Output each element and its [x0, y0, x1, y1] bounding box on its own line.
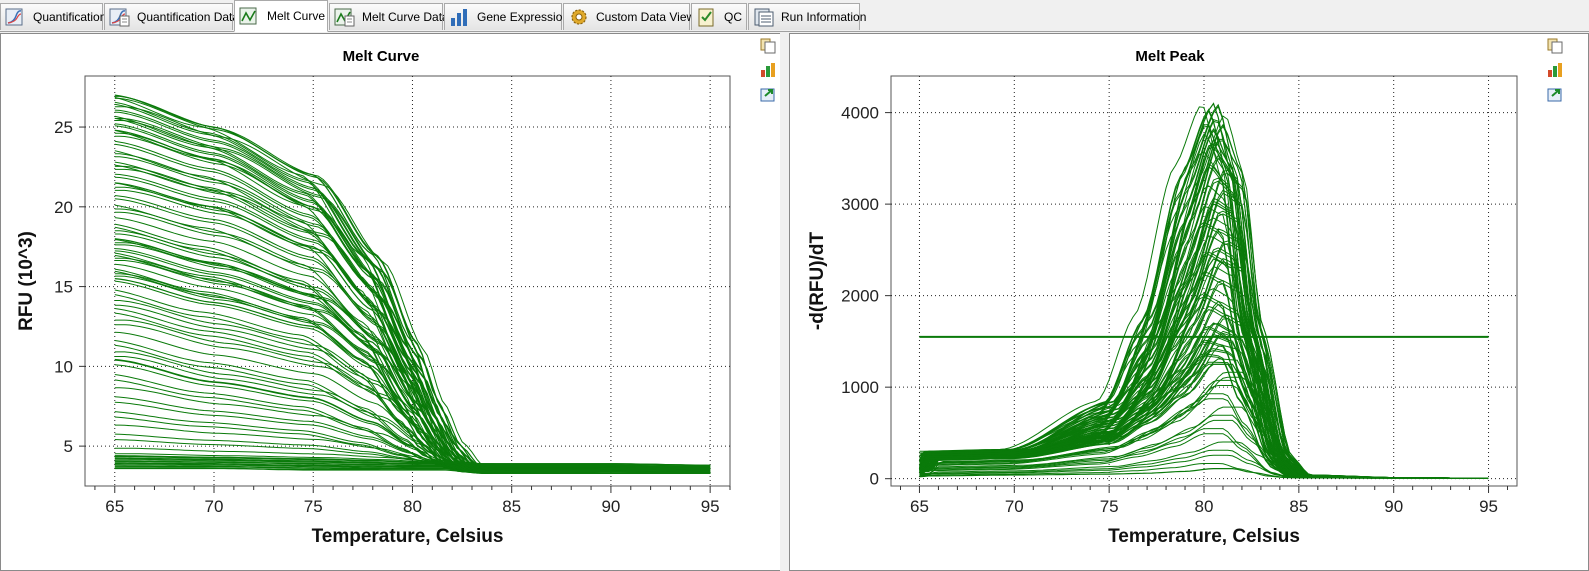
tab-run-information[interactable]: Run Information [748, 3, 866, 30]
melt-peak-chart[interactable]: 65 70 75 80 85 90 95 0 1000 2000 3000 4000 Temperatu… [790, 34, 1588, 570]
y-tick-label: 5 [64, 437, 73, 456]
x-tick-label: 75 [304, 497, 323, 516]
y-tick-label: 20 [54, 198, 73, 217]
chart-options-icon[interactable] [760, 62, 776, 78]
melt-peak-panel: Melt Peak 65 70 75 80 85 90 95 0 1000 2000 3000 400… [789, 33, 1589, 571]
series-line [114, 396, 711, 471]
tab-label: Run Information [781, 10, 867, 24]
y-tick-label: 0 [870, 470, 879, 489]
custom-data-view-gear-icon [571, 9, 587, 25]
series-line [114, 447, 711, 467]
series-line [114, 460, 711, 469]
tab-qc[interactable]: QC [691, 3, 747, 30]
melt-curve-icon [239, 7, 257, 25]
series-line [114, 433, 711, 468]
tab-label: Melt Curve Data [362, 10, 449, 24]
copy-icon[interactable] [1547, 38, 1563, 54]
x-axis-label: Temperature, Celsius [312, 526, 504, 547]
x-tick-label: 95 [701, 497, 720, 516]
quantification-icon [5, 8, 23, 26]
y-tick-label: 4000 [841, 104, 879, 123]
x-tick-label: 85 [502, 497, 521, 516]
panel-splitter[interactable] [780, 33, 789, 571]
x-axis-label: Temperature, Celsius [1108, 526, 1300, 547]
y-tick-label: 2000 [841, 287, 879, 306]
tab-quantification-data[interactable]: Quantification Data [104, 3, 239, 30]
x-tick-label: 90 [601, 497, 620, 516]
y-axis-label: -d(RFU)/dT [807, 232, 828, 331]
x-tick-label: 75 [1100, 497, 1119, 516]
x-tick-label: 95 [1479, 497, 1498, 516]
gene-expression-icon [451, 9, 467, 26]
x-tick-label: 85 [1289, 497, 1308, 516]
series-line [114, 411, 711, 470]
tab-label: Quantification [33, 10, 107, 24]
x-tick-label: 70 [1005, 497, 1024, 516]
x-tick-label: 70 [205, 497, 224, 516]
tab-label: Custom Data View [596, 10, 696, 24]
tab-label: Quantification Data [137, 10, 240, 24]
y-tick-label: 15 [54, 278, 73, 297]
series-line [919, 468, 1489, 479]
x-tick-label: 90 [1384, 497, 1403, 516]
y-tick-label: 1000 [841, 378, 879, 397]
export-icon[interactable] [1547, 86, 1563, 102]
export-icon[interactable] [760, 86, 776, 102]
melt-curve-panel: Melt Curve 65 70 75 80 85 90 95 5 10 15 20 25 Temper… [0, 33, 781, 571]
melt-curve-chart[interactable]: 65 70 75 80 85 90 95 5 10 15 20 25 Temperature, Cels… [1, 34, 780, 570]
x-tick-label: 80 [403, 497, 422, 516]
tab-label: Melt Curve [267, 9, 326, 23]
tab-melt-curve[interactable]: Melt Curve [234, 0, 328, 32]
y-tick-label: 25 [54, 118, 73, 137]
qc-checklist-icon [698, 8, 714, 27]
chart-options-icon[interactable] [1547, 62, 1563, 78]
tab-custom-data-view[interactable]: Custom Data View [563, 3, 695, 30]
x-tick-label: 80 [1195, 497, 1214, 516]
y-axis-label: RFU (10^3) [16, 231, 37, 331]
series-line [114, 457, 711, 468]
quantification-data-icon [109, 8, 130, 27]
series-line [114, 359, 711, 474]
y-tick-label: 3000 [841, 195, 879, 214]
tab-label: Gene Expression [477, 10, 570, 24]
copy-icon[interactable] [760, 38, 776, 54]
tab-quantification[interactable]: Quantification [0, 3, 107, 30]
run-information-icon [754, 8, 774, 27]
series-line [114, 455, 711, 466]
tab-melt-curve-data[interactable]: Melt Curve Data [329, 3, 449, 30]
series-line [114, 467, 711, 474]
chart-title: Melt Curve [342, 48, 420, 65]
x-tick-label: 65 [910, 497, 929, 516]
tab-label: QC [724, 10, 742, 24]
chart-title: Melt Peak [1135, 48, 1205, 65]
y-tick-label: 10 [54, 357, 73, 376]
melt-curve-data-icon [334, 8, 355, 27]
tab-gene-expression[interactable]: Gene Expression [444, 3, 569, 30]
tab-bar: Quantification Quantification Data Melt Cu… [0, 0, 1589, 32]
x-tick-label: 65 [105, 497, 124, 516]
